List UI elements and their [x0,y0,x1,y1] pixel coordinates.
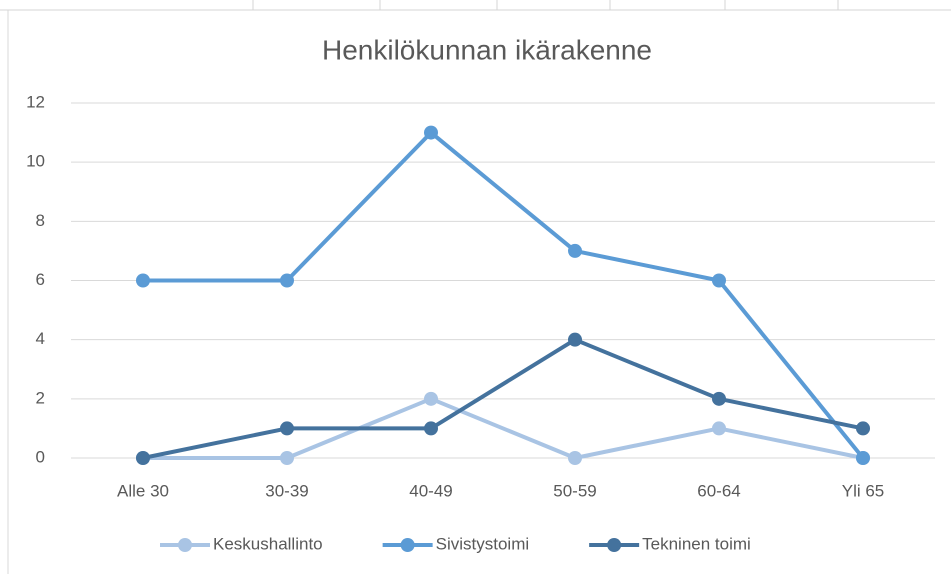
y-tick-label: 0 [36,447,45,466]
x-tick-label: 60-64 [697,481,740,500]
data-point [712,273,726,288]
y-tick-label: 10 [26,152,45,171]
x-tick-label: 50-59 [553,481,596,500]
y-tick-label: 8 [36,211,45,230]
data-point [280,273,294,288]
data-point [856,421,870,436]
legend-label: Sivistystoimi [436,534,530,553]
data-point [280,421,294,436]
chart-title: Henkilökunnan ikärakenne [322,34,652,65]
data-point [568,243,582,258]
data-point [712,421,726,436]
y-tick-label: 4 [36,329,45,348]
legend-marker [400,538,415,552]
data-point [856,451,870,465]
y-tick-label: 2 [36,388,45,407]
data-point [568,451,582,465]
x-tick-label: 40-49 [409,481,452,500]
series-line [143,396,864,460]
legend-label: Keskushallinto [213,534,323,553]
legend-label: Tekninen toimi [642,534,751,553]
x-tick-label: Alle 30 [117,481,169,500]
x-tick-label: 30-39 [265,481,308,500]
x-tick-label: Yli 65 [842,481,885,500]
data-point [136,273,150,288]
series-line [143,130,865,460]
data-point [568,332,582,347]
legend-marker [178,538,192,552]
y-tick-label: 6 [36,270,45,289]
y-tick-label: 12 [26,92,45,111]
data-point [136,451,150,465]
data-point [424,125,438,140]
data-point [424,421,438,436]
legend-marker [607,538,622,552]
data-point [712,391,726,406]
data-point [280,451,294,465]
series-line [142,337,864,460]
data-point [424,391,438,406]
